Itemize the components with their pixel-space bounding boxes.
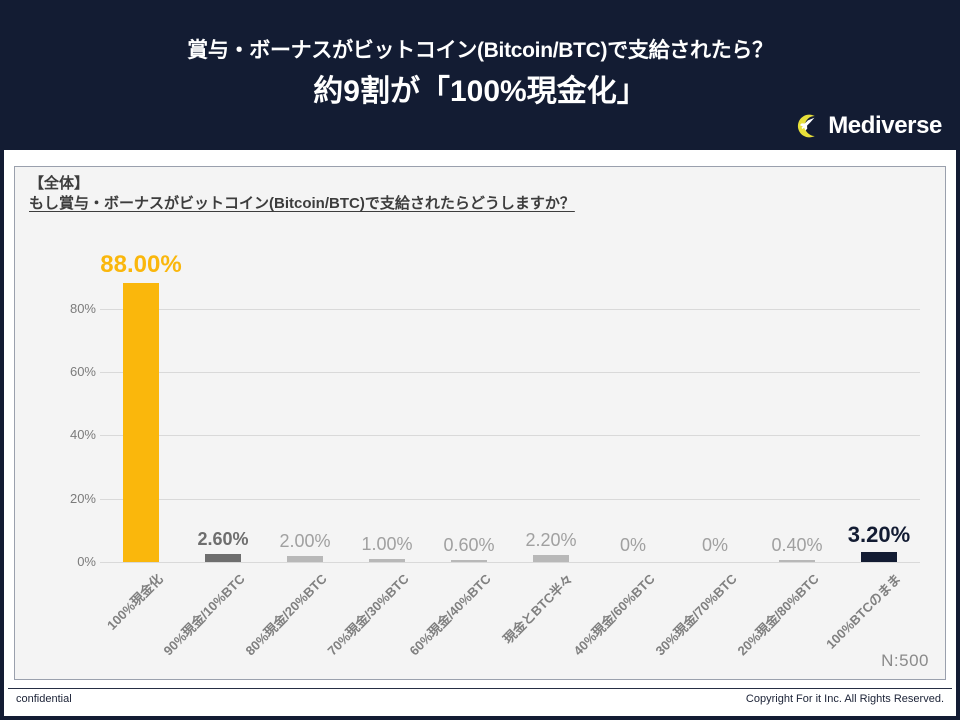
bar-value-label: 0%	[619, 535, 646, 555]
slide-footer: confidential Copyright For it Inc. All R…	[8, 688, 952, 712]
y-axis-tick-label: 40%	[69, 427, 96, 443]
slide-header: 賞与・ボーナスがビットコイン(Bitcoin/BTC)で支給されたら？ 約9割が…	[4, 4, 956, 150]
bar[interactable]	[205, 553, 241, 562]
footer-copyright: Copyright For it Inc. All Rights Reserve…	[745, 693, 944, 705]
bar-value-label: 3.20%	[847, 521, 911, 547]
bar[interactable]	[861, 551, 897, 562]
footer-confidential: confidential	[16, 693, 72, 705]
bar-value-label: 0%	[701, 535, 728, 555]
logo-wordmark: Mediverse	[828, 112, 942, 139]
gridline	[100, 435, 920, 437]
bar[interactable]	[123, 283, 159, 562]
gridline	[100, 308, 920, 310]
bar-value-label: 2.20%	[525, 530, 577, 551]
sample-size-label: N:500	[881, 651, 929, 670]
chart-panel: 【全体】 もし賞与・ボーナスがビットコイン(Bitcoin/BTC)で支給された…	[14, 166, 946, 680]
y-axis-tick-label: 0%	[77, 554, 96, 569]
bar-value-label: 0.60%	[443, 535, 495, 555]
bar-value-label: 0.40%	[771, 535, 823, 555]
y-axis-tick-label: 20%	[69, 490, 96, 506]
rocket-crescent-icon	[798, 114, 815, 138]
panel-heading: 【全体】 もし賞与・ボーナスがビットコイン(Bitcoin/BTC)で支給された…	[29, 175, 931, 213]
gridline	[100, 372, 920, 373]
gridline	[100, 562, 920, 563]
bar-value-label: 2.60%	[197, 528, 249, 549]
bar[interactable]	[779, 560, 815, 562]
mediverse-logo: Mediverse	[792, 112, 942, 140]
y-axis-tick-label: 80%	[69, 300, 96, 316]
bar-value-label: 2.00%	[279, 530, 331, 551]
segment-label: 【全体】	[29, 175, 90, 192]
header-title-line1: 賞与・ボーナスがビットコイン(Bitcoin/BTC)で支給されたら？	[187, 39, 773, 62]
bar-chart-plot: 0% 20% 40% 60% 80% 88.00% 100%現金化 2.60% 90%現金/10…	[70, 253, 920, 658]
y-axis-tick-label: 60%	[69, 364, 96, 379]
header-title-line2: 約9割が「100%現金化」	[313, 75, 647, 108]
bar-value-label: 88.00%	[100, 251, 182, 279]
bar[interactable]	[369, 558, 405, 562]
gridline	[100, 498, 920, 500]
question-text: もし賞与・ボーナスがビットコイン(Bitcoin/BTC)で支給されたらどうしま…	[29, 194, 575, 212]
bar-value-label: 1.00%	[361, 533, 413, 554]
bar[interactable]	[287, 555, 323, 562]
bar[interactable]	[533, 555, 569, 562]
bar[interactable]	[451, 560, 487, 562]
